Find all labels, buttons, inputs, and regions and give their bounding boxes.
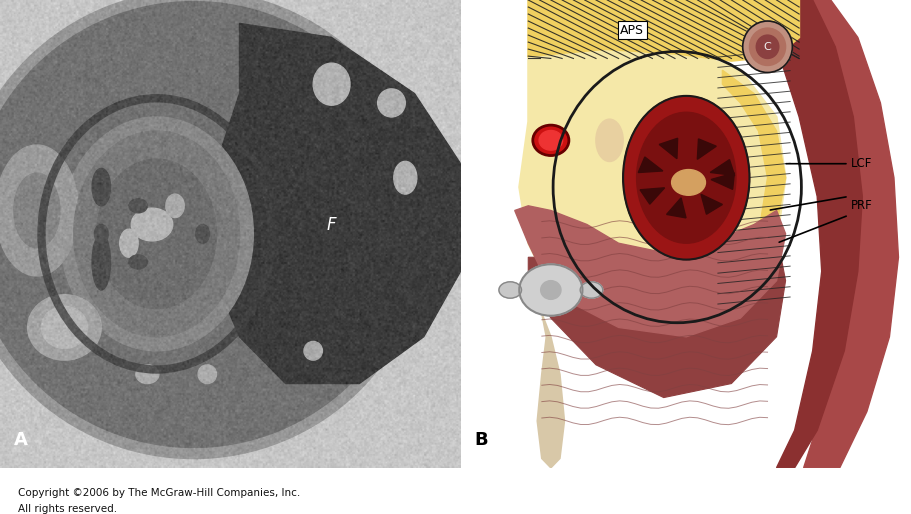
Polygon shape (722, 70, 784, 281)
Polygon shape (666, 198, 685, 218)
Polygon shape (803, 0, 897, 468)
Ellipse shape (377, 89, 404, 117)
Ellipse shape (128, 255, 148, 269)
Ellipse shape (136, 365, 159, 383)
Ellipse shape (0, 145, 78, 276)
Polygon shape (537, 314, 564, 468)
Text: A: A (14, 431, 27, 449)
Text: B: B (474, 431, 487, 449)
Ellipse shape (540, 281, 560, 299)
Ellipse shape (131, 208, 172, 241)
Ellipse shape (532, 125, 568, 156)
Ellipse shape (636, 112, 735, 243)
Polygon shape (527, 0, 798, 61)
Polygon shape (527, 234, 784, 398)
Ellipse shape (596, 119, 622, 161)
Text: All rights reserved.: All rights reserved. (18, 504, 118, 513)
Ellipse shape (198, 365, 216, 383)
Ellipse shape (97, 159, 216, 309)
Ellipse shape (196, 225, 210, 243)
Polygon shape (710, 160, 734, 175)
Polygon shape (697, 139, 715, 159)
Polygon shape (659, 138, 677, 159)
Polygon shape (711, 173, 733, 189)
Circle shape (742, 21, 792, 72)
Text: F: F (326, 215, 336, 233)
Ellipse shape (312, 63, 350, 105)
Text: C: C (763, 42, 771, 52)
Ellipse shape (119, 229, 138, 257)
Ellipse shape (128, 199, 148, 213)
Ellipse shape (27, 295, 101, 360)
Polygon shape (514, 206, 784, 337)
Polygon shape (211, 23, 460, 383)
Ellipse shape (518, 264, 582, 316)
Text: PRF: PRF (850, 199, 872, 212)
Ellipse shape (92, 234, 110, 290)
Ellipse shape (670, 170, 705, 195)
Ellipse shape (303, 341, 322, 360)
Ellipse shape (92, 169, 110, 206)
Polygon shape (640, 188, 664, 204)
Ellipse shape (14, 173, 60, 248)
Polygon shape (638, 157, 662, 173)
Polygon shape (518, 38, 784, 327)
Ellipse shape (622, 96, 749, 260)
Text: APS: APS (619, 24, 643, 37)
Ellipse shape (74, 131, 240, 337)
Circle shape (749, 28, 784, 65)
Ellipse shape (538, 131, 562, 150)
Polygon shape (776, 0, 862, 468)
Ellipse shape (0, 0, 424, 454)
Polygon shape (701, 194, 722, 214)
Ellipse shape (95, 225, 108, 243)
Circle shape (755, 35, 778, 59)
Ellipse shape (394, 161, 416, 194)
Ellipse shape (41, 306, 87, 348)
Text: LCF: LCF (850, 157, 872, 170)
Ellipse shape (60, 117, 253, 351)
Ellipse shape (166, 194, 184, 217)
Text: Copyright ©2006 by The McGraw-Hill Companies, Inc.: Copyright ©2006 by The McGraw-Hill Compa… (18, 488, 300, 498)
Ellipse shape (498, 282, 521, 298)
Ellipse shape (579, 282, 602, 298)
